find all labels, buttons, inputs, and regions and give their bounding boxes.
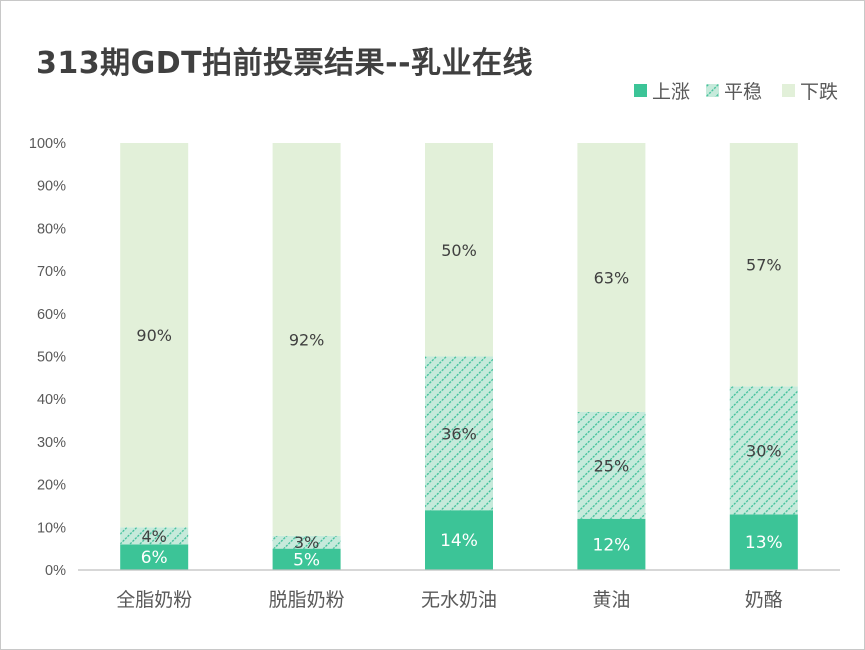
data-label-flat-4: 25% — [594, 456, 630, 475]
y-tick-label: 100% — [29, 136, 66, 152]
y-tick-label: 10% — [37, 520, 66, 536]
x-tick-label: 脱脂奶粉 — [269, 589, 345, 611]
bar-down-2 — [272, 143, 341, 536]
bar-down-1 — [120, 143, 189, 528]
data-label-flat-5: 30% — [746, 441, 782, 460]
x-tick-label: 全脂奶粉 — [116, 589, 192, 611]
data-label-up-2: 5% — [293, 550, 320, 570]
bar-flat-4 — [577, 412, 646, 519]
bar-up-4 — [577, 518, 646, 570]
data-label-up-4: 12% — [593, 535, 631, 555]
data-label-flat-2: 3% — [294, 533, 319, 552]
y-tick-label: 30% — [37, 435, 66, 451]
bar-up-5 — [729, 514, 798, 570]
data-label-flat-3: 36% — [441, 424, 477, 443]
data-label-down-4: 63% — [594, 269, 630, 288]
bar-down-4 — [577, 143, 646, 413]
y-tick-label: 90% — [37, 179, 66, 195]
x-tick-label: 无水奶油 — [421, 589, 497, 611]
data-label-down-1: 90% — [136, 326, 172, 345]
legend-swatch-flat — [706, 84, 719, 97]
data-label-down-5: 57% — [746, 256, 782, 275]
bar-flat-2 — [272, 535, 341, 549]
data-label-down-2: 92% — [289, 330, 325, 349]
y-tick-label: 50% — [37, 350, 66, 366]
y-tick-label: 60% — [37, 307, 66, 323]
bar-flat-1 — [120, 527, 189, 545]
x-tick-label: 黄油 — [592, 589, 630, 611]
bar-down-5 — [729, 143, 798, 387]
y-tick-label: 0% — [45, 563, 66, 579]
bar-up-2 — [272, 548, 341, 570]
y-tick-label: 80% — [37, 221, 66, 237]
legend-label-up: 上涨 — [652, 81, 690, 103]
bar-flat-3 — [425, 356, 493, 511]
bar-down-3 — [425, 143, 493, 357]
y-tick-label: 70% — [37, 264, 66, 280]
bar-flat-5 — [729, 386, 798, 515]
y-tick-label: 20% — [37, 478, 66, 494]
legend-swatch-down — [782, 84, 795, 97]
data-label-up-3: 14% — [440, 531, 478, 551]
data-label-flat-1: 4% — [142, 527, 167, 546]
data-label-up-5: 13% — [745, 533, 783, 553]
bar-up-3 — [425, 510, 493, 570]
data-label-down-3: 50% — [441, 241, 477, 260]
bar-up-1 — [120, 544, 189, 570]
x-tick-label: 奶酪 — [745, 589, 783, 611]
chart-title: 313期GDT拍前投票结果--乳业在线 — [36, 46, 534, 81]
legend-label-down: 下跌 — [800, 81, 838, 103]
data-label-up-1: 6% — [141, 548, 168, 568]
legend-swatch-up — [634, 84, 647, 97]
y-tick-label: 40% — [37, 392, 66, 408]
legend-label-flat: 平稳 — [724, 81, 762, 103]
